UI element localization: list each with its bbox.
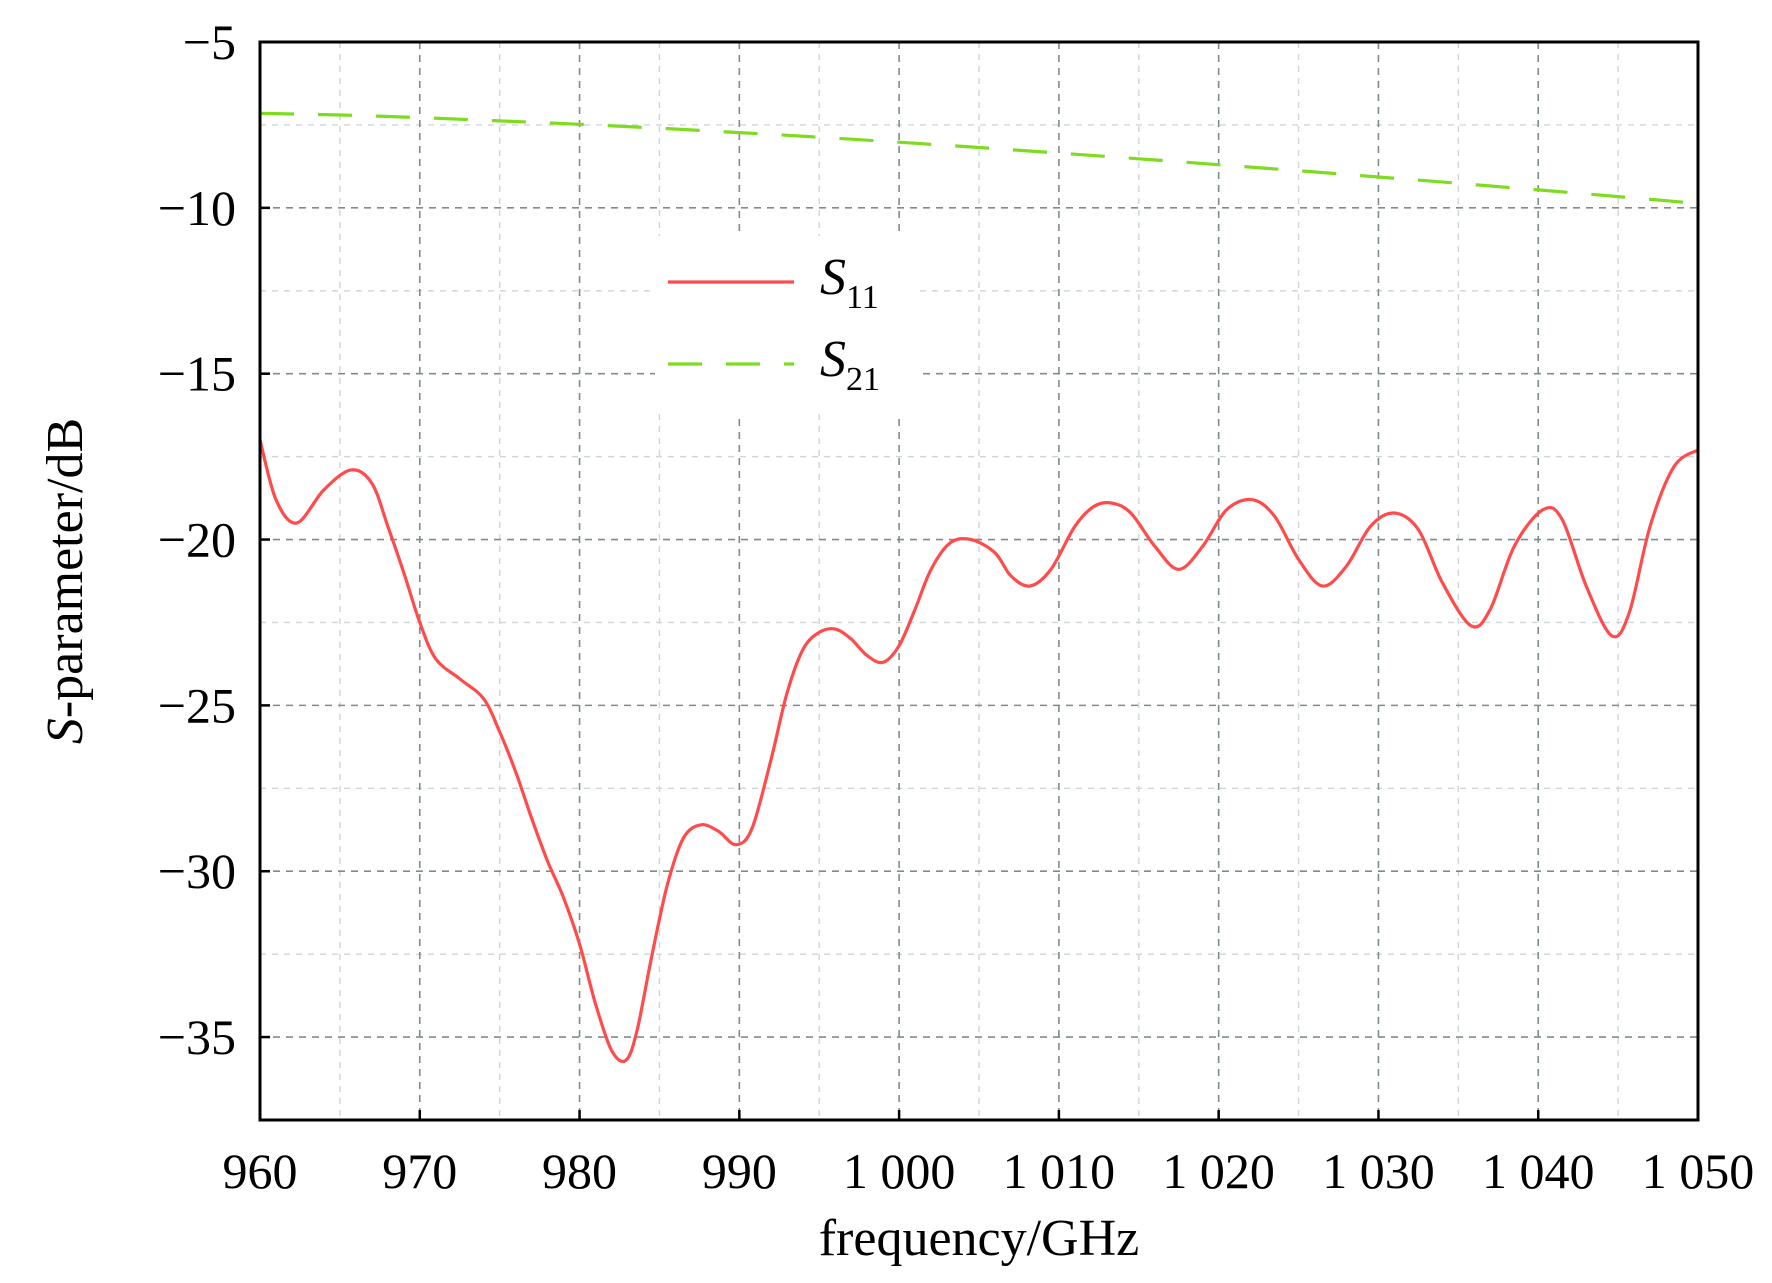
x-tick-label: 970 [382, 1143, 457, 1199]
x-tick-label: 1 040 [1482, 1143, 1595, 1199]
y-tick-label: −10 [158, 180, 236, 236]
plot-frame [258, 40, 1700, 1122]
plot-area [260, 111, 1698, 1064]
x-tick-label: 980 [542, 1143, 617, 1199]
y-tick-label: −15 [158, 346, 236, 402]
y-tick-label: −5 [183, 14, 236, 70]
y-tick-label: −25 [158, 677, 236, 733]
legend-label-s11-sub: 11 [846, 279, 879, 316]
x-tick-label: 1 010 [1003, 1143, 1116, 1199]
legend-label-s21-sub: 21 [846, 361, 880, 398]
x-tick-label: 1 050 [1642, 1143, 1755, 1199]
y-axis: −35 −30 −25 −20 −15 −10 −5 [158, 14, 270, 1065]
series-line-s21 [260, 111, 1698, 206]
x-tick-label: 1 030 [1322, 1143, 1435, 1199]
y-tick-label: −20 [158, 512, 236, 568]
legend-label-s11: S11 [820, 249, 879, 316]
legend-background [655, 236, 920, 414]
series-line-s11 [260, 439, 1698, 1064]
x-axis: 960 970 980 990 1 000 1 010 1 020 1 030 1 040 1 0… [223, 1110, 1755, 1199]
y-axis-label-symbol: S [37, 718, 94, 744]
x-axis-label: frequency/GHz [819, 1210, 1140, 1267]
y-axis-label-text: -parameter/dB [37, 418, 94, 718]
legend-label-s11-main: S [820, 249, 846, 306]
x-tick-label: 960 [223, 1143, 298, 1199]
y-tick-label: −35 [158, 1009, 236, 1065]
y-tick-label: −30 [158, 843, 236, 899]
x-tick-label: 1 020 [1162, 1143, 1275, 1199]
legend-label-s21: S21 [820, 331, 880, 398]
x-tick-label: 1 000 [843, 1143, 956, 1199]
legend: S11 S21 [655, 236, 920, 414]
x-tick-label: 990 [702, 1143, 777, 1199]
y-axis-label: S-parameter/dB [37, 418, 94, 744]
grid [260, 42, 1698, 1120]
legend-label-s21-main: S [820, 331, 846, 388]
